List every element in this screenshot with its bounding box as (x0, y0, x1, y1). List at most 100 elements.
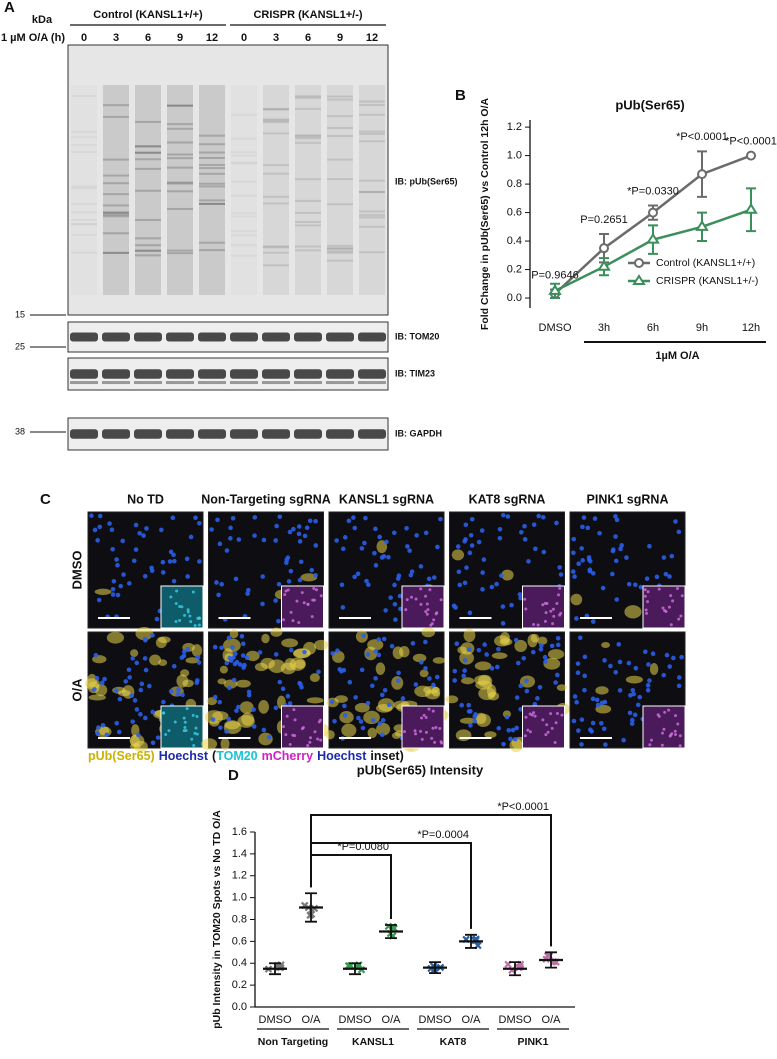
nucleus (391, 530, 397, 536)
inset-signal (286, 588, 290, 592)
inset-signal (649, 738, 653, 742)
nucleus (138, 712, 143, 717)
nucleus (97, 513, 103, 519)
blot-band (134, 381, 162, 385)
column-header: PINK1 sgRNA (587, 492, 669, 506)
blot-band (230, 429, 258, 439)
inset-signal (669, 623, 673, 627)
kda-marker: 15 (15, 309, 25, 319)
inset-signal (646, 600, 650, 604)
inset-signal (178, 605, 182, 609)
blot-band (103, 213, 129, 216)
nucleus (288, 568, 294, 574)
blot-band (199, 202, 225, 205)
blot-band (359, 132, 385, 135)
nucleus (365, 700, 371, 706)
nucleus (582, 673, 587, 679)
nucleus (409, 569, 415, 574)
nucleus (572, 574, 577, 579)
nucleus (231, 655, 236, 660)
blot-smear (263, 85, 289, 295)
inset-signal (312, 586, 316, 590)
nucleus (501, 741, 506, 747)
nucleus (212, 644, 218, 650)
cell-signal (280, 662, 296, 675)
point (695, 219, 709, 231)
inset-signal (292, 708, 296, 712)
nucleus (216, 592, 221, 598)
inset-signal (161, 711, 165, 715)
blot-band (327, 158, 353, 161)
nucleus (592, 516, 598, 521)
cell-signal (292, 648, 311, 659)
inset-signal (669, 594, 673, 598)
nucleus (386, 702, 392, 708)
nucleus (373, 648, 379, 654)
nucleus (296, 531, 302, 537)
blot-band (167, 190, 193, 193)
kda-marker: 38 (15, 426, 25, 436)
nucleus (171, 663, 177, 669)
inset-signal (194, 726, 198, 730)
inset-signal (186, 610, 190, 614)
nucleus (114, 557, 119, 562)
nucleus (150, 709, 155, 715)
inset-signal (289, 610, 293, 614)
nucleus (251, 724, 257, 729)
nucleus (472, 718, 478, 724)
y-tick-label: 0.4 (507, 235, 522, 247)
nucleus (129, 693, 135, 698)
nucleus (423, 666, 428, 671)
nucleus (297, 577, 303, 583)
nucleus (373, 526, 378, 532)
nucleus (610, 548, 616, 554)
blot-band (231, 215, 257, 218)
inset-signal (523, 597, 527, 601)
nucleus (410, 641, 416, 646)
inset-signal (185, 707, 189, 711)
nucleus (218, 725, 223, 730)
nucleus (557, 565, 562, 570)
nucleus (194, 680, 200, 686)
blot-label: IB: pUb(Ser65) (395, 176, 458, 186)
nucleus (407, 548, 412, 553)
blot-band (326, 429, 354, 439)
blot-band (71, 136, 97, 139)
inset-signal (549, 609, 553, 613)
blot-band (231, 151, 257, 154)
y-tick-label: 0.0 (232, 1001, 247, 1013)
y-tick-label: 0.2 (232, 979, 247, 991)
blot-band (198, 381, 226, 385)
blot-band (70, 381, 98, 385)
inset-signal (544, 733, 548, 737)
blot-band (295, 135, 321, 138)
cell-signal (254, 662, 268, 672)
cell-signal (451, 549, 465, 561)
nucleus (181, 653, 187, 659)
nucleus (134, 707, 140, 712)
nucleus (643, 649, 648, 655)
cell-signal (432, 657, 446, 664)
nucleus (633, 582, 638, 588)
cell-signal (130, 649, 139, 657)
blot-band (327, 251, 353, 254)
blot-band (231, 254, 257, 257)
nucleus (379, 692, 385, 698)
inset-signal (312, 598, 316, 602)
nucleus (219, 581, 224, 587)
nucleus (274, 523, 279, 529)
nucleus (619, 543, 624, 548)
nucleus (514, 695, 520, 700)
nucleus (676, 529, 682, 535)
nucleus (142, 574, 148, 579)
nucleus (480, 587, 485, 592)
nucleus (414, 533, 419, 538)
cell-signal (431, 686, 441, 697)
nucleus (351, 515, 356, 520)
blot-band (231, 234, 257, 237)
nucleus (582, 654, 588, 660)
nucleus (339, 582, 345, 588)
y-tick-label: 1.2 (232, 870, 247, 882)
x-tick-label: O/A (462, 1014, 482, 1026)
caption-part: ( (212, 749, 217, 763)
